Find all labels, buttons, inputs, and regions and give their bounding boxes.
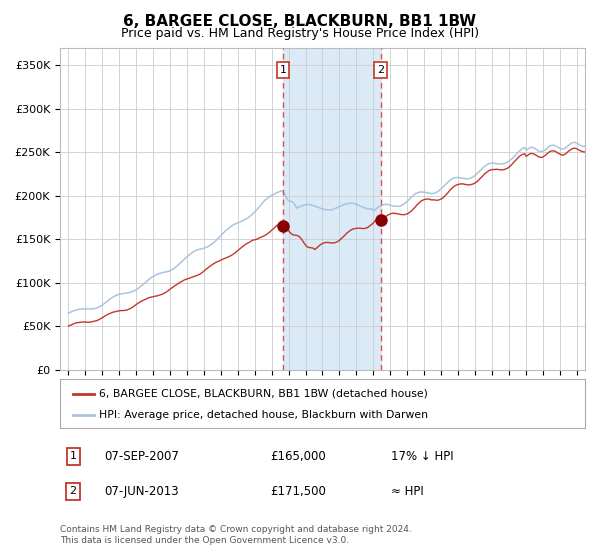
Text: Contains HM Land Registry data © Crown copyright and database right 2024.
This d: Contains HM Land Registry data © Crown c… [60, 525, 412, 545]
Text: 6, BARGEE CLOSE, BLACKBURN, BB1 1BW: 6, BARGEE CLOSE, BLACKBURN, BB1 1BW [124, 14, 476, 29]
Text: HPI: Average price, detached house, Blackburn with Darwen: HPI: Average price, detached house, Blac… [100, 409, 428, 419]
Text: 6, BARGEE CLOSE, BLACKBURN, BB1 1BW (detached house): 6, BARGEE CLOSE, BLACKBURN, BB1 1BW (det… [100, 389, 428, 399]
Text: Price paid vs. HM Land Registry's House Price Index (HPI): Price paid vs. HM Land Registry's House … [121, 27, 479, 40]
Bar [283, 48, 381, 370]
Text: 2: 2 [70, 487, 77, 496]
Text: 17% ↓ HPI: 17% ↓ HPI [391, 450, 454, 463]
Text: 07-JUN-2013: 07-JUN-2013 [104, 485, 179, 498]
Text: 2: 2 [377, 65, 385, 75]
Text: 1: 1 [280, 65, 287, 75]
Text: 07-SEP-2007: 07-SEP-2007 [104, 450, 179, 463]
Text: £165,000: £165,000 [270, 450, 326, 463]
Text: £171,500: £171,500 [270, 485, 326, 498]
Text: ≈ HPI: ≈ HPI [391, 485, 424, 498]
Text: 1: 1 [70, 451, 77, 461]
